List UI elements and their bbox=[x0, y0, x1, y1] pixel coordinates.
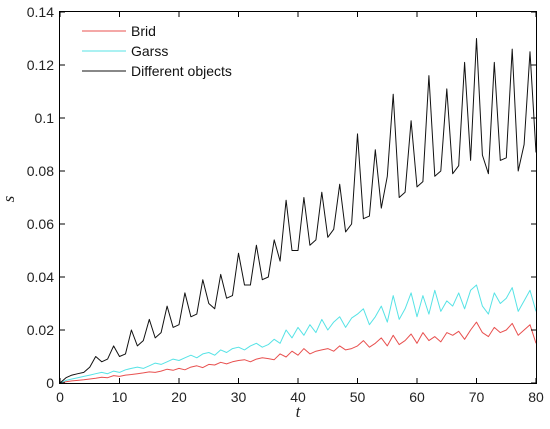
x-tick-label: 10 bbox=[112, 389, 128, 405]
legend-box bbox=[74, 19, 252, 85]
y-tick-label: 0.04 bbox=[27, 269, 54, 285]
x-tick-label: 40 bbox=[290, 389, 306, 405]
x-tick-label: 80 bbox=[528, 389, 544, 405]
ticks-layer: 0 10 20 30 40 50 60 70 80 0 0.02 0.04 0.06 0.08 0.1 0.1… bbox=[27, 4, 544, 405]
x-tick-label: 70 bbox=[469, 389, 485, 405]
x-tick-label: 60 bbox=[409, 389, 425, 405]
x-axis-title: t bbox=[296, 402, 302, 421]
x-tick-label: 20 bbox=[171, 389, 187, 405]
y-tick-label: 0 bbox=[46, 375, 54, 391]
legend-label-garss: Garss bbox=[131, 43, 168, 59]
y-tick-label: 0.08 bbox=[27, 163, 54, 179]
y-tick-label: 0.14 bbox=[27, 4, 54, 20]
y-axis-title: s bbox=[0, 195, 18, 202]
y-tick-label: 0.02 bbox=[27, 322, 54, 338]
x-tick-label: 30 bbox=[231, 389, 247, 405]
x-tick-label: 0 bbox=[56, 389, 64, 405]
series-line-garss bbox=[59, 284, 537, 384]
legend-label-different-objects: Different objects bbox=[131, 63, 232, 79]
series-layer bbox=[59, 38, 537, 384]
legend: Brid Garss Different objects bbox=[74, 19, 252, 85]
legend-label-brid: Brid bbox=[131, 23, 156, 39]
y-tick-label: 0.12 bbox=[27, 57, 54, 73]
y-tick-label: 0.06 bbox=[27, 216, 54, 232]
series-line-different-objects bbox=[59, 38, 537, 384]
y-tick-label: 0.1 bbox=[35, 110, 55, 126]
plot-frame bbox=[59, 11, 537, 384]
series-line-brid bbox=[59, 321, 537, 384]
x-tick-label: 50 bbox=[350, 389, 366, 405]
